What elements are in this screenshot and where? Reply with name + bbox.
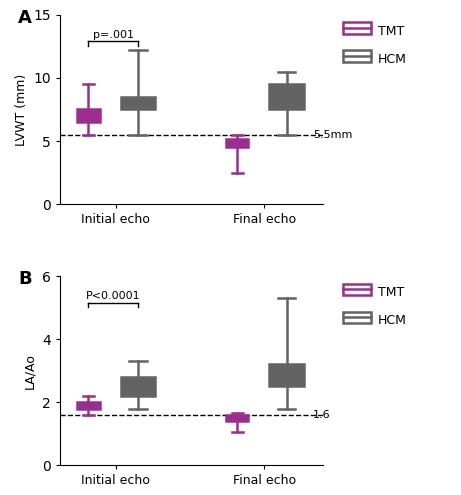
PathPatch shape: [77, 109, 100, 122]
PathPatch shape: [121, 377, 155, 396]
Text: P<0.0001: P<0.0001: [86, 291, 141, 301]
Legend: TMT, HCM: TMT, HCM: [339, 21, 411, 70]
Legend: TMT, HCM: TMT, HCM: [339, 282, 411, 331]
PathPatch shape: [269, 364, 304, 387]
Text: 5.5mm: 5.5mm: [313, 130, 352, 140]
PathPatch shape: [77, 402, 100, 408]
Text: 1.6: 1.6: [313, 410, 331, 420]
Text: A: A: [18, 9, 32, 27]
Text: B: B: [18, 270, 31, 289]
PathPatch shape: [226, 139, 248, 148]
PathPatch shape: [269, 84, 304, 109]
Text: p=.001: p=.001: [93, 30, 134, 40]
PathPatch shape: [226, 415, 248, 421]
PathPatch shape: [121, 97, 155, 109]
Y-axis label: LA/Ao: LA/Ao: [24, 353, 36, 389]
Y-axis label: LVWT (mm): LVWT (mm): [15, 73, 28, 146]
